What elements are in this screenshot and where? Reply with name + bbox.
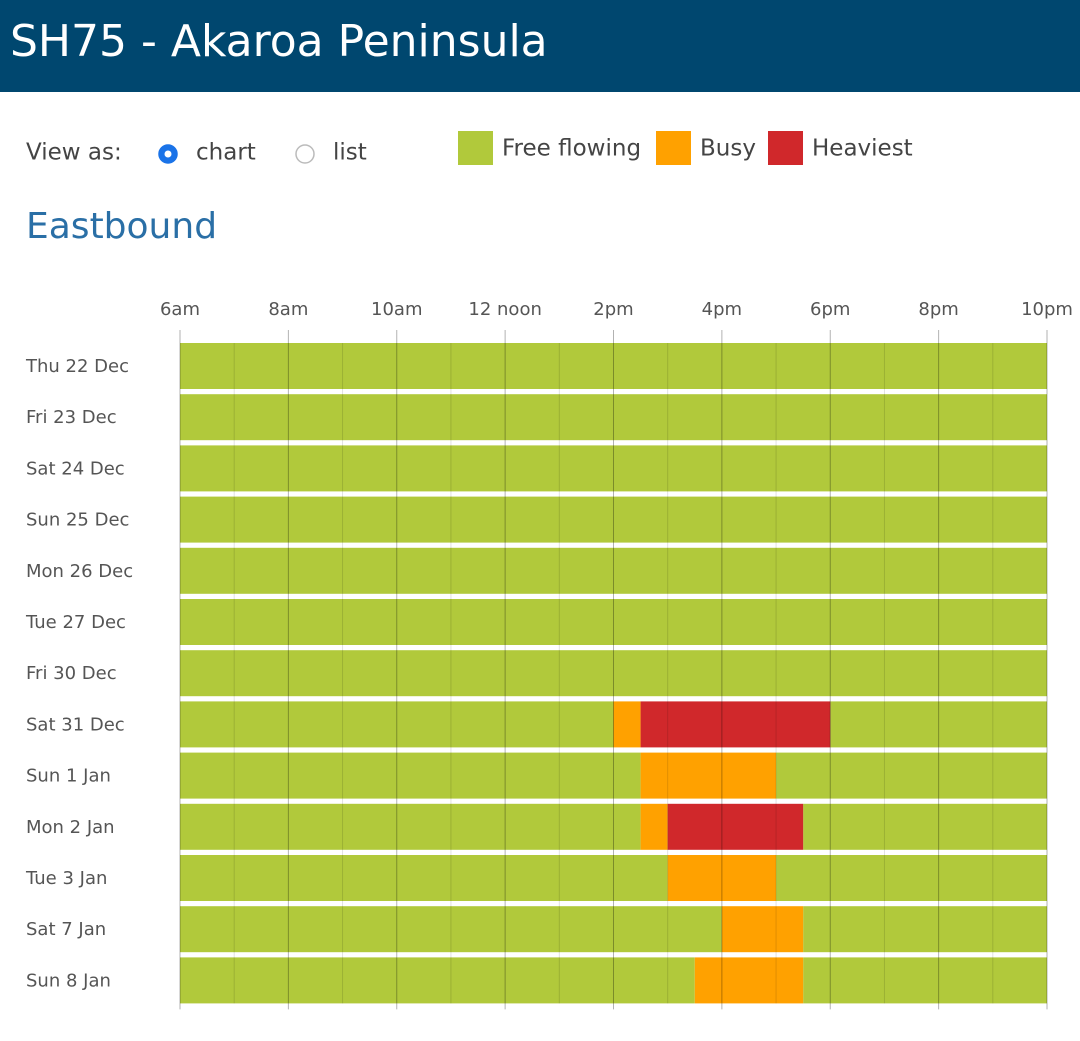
traffic-segment [803,957,1047,1004]
row-label: Sun 8 Jan [26,970,111,991]
traffic-segment [180,445,1047,492]
traffic-segment [180,957,695,1004]
x-tick-label: 12 noon [468,299,541,320]
traffic-segment [180,855,668,901]
row-label: Tue 3 Jan [25,868,107,889]
page-title: SH75 - Akaroa Peninsula [10,16,548,67]
row-label: Sat 7 Jan [26,919,106,940]
traffic-segment [803,803,1047,850]
traffic-segment [640,701,831,748]
row-label: Mon 26 Dec [26,561,133,582]
x-tick-label: 8am [268,299,308,320]
row-label: Fri 23 Dec [26,407,117,428]
row-label: Sat 31 Dec [26,714,125,735]
legend-label: Heaviest [812,136,913,162]
x-tick-label: 6pm [810,299,850,320]
row-label: Mon 2 Jan [26,817,115,838]
x-tick-label: 2pm [593,299,633,320]
row-label: Sat 24 Dec [26,458,125,479]
traffic-segment [640,752,777,799]
x-tick-label: 10pm [1021,299,1073,320]
radio-label[interactable]: list [333,140,367,166]
traffic-segment [180,547,1047,594]
row-label: Fri 30 Dec [26,663,117,684]
traffic-segment [667,855,777,901]
traffic-segment [180,599,1047,645]
x-tick-label: 10am [371,299,422,320]
view-label: View as: [26,140,122,166]
radio-button[interactable] [295,144,315,164]
traffic-segment [180,394,1047,441]
section-title: Eastbound [26,206,217,247]
traffic-segment [180,496,1047,543]
traffic-segment [721,906,804,953]
x-tick-label: 4pm [702,299,742,320]
radio-dot [164,150,172,158]
traffic-segment [830,701,1047,748]
traffic-segment [776,752,1047,799]
legend-label: Free flowing [502,136,641,162]
traffic-segment [776,855,1047,901]
x-tick-label: 8pm [918,299,958,320]
traffic-segment [694,957,804,1004]
header-bar [0,0,1080,92]
legend-swatch [458,131,493,165]
legend-swatch [656,131,691,165]
x-tick-label: 6am [160,299,200,320]
row-label: Thu 22 Dec [25,356,129,377]
traffic-segment [180,906,722,953]
row-label: Sun 1 Jan [26,766,111,787]
traffic-segment [640,803,668,850]
legend-swatch [768,131,803,165]
traffic-segment [803,906,1047,953]
radio-label[interactable]: chart [196,140,256,166]
traffic-segment [613,701,641,748]
traffic-segment [180,752,641,799]
traffic-segment [180,701,614,748]
row-label: Sun 25 Dec [26,510,129,531]
traffic-segment [667,803,804,850]
legend-label: Busy [700,136,756,162]
traffic-segment [180,343,1047,389]
row-label: Tue 27 Dec [25,612,126,633]
traffic-segment [180,650,1047,697]
traffic-segment [180,803,641,850]
